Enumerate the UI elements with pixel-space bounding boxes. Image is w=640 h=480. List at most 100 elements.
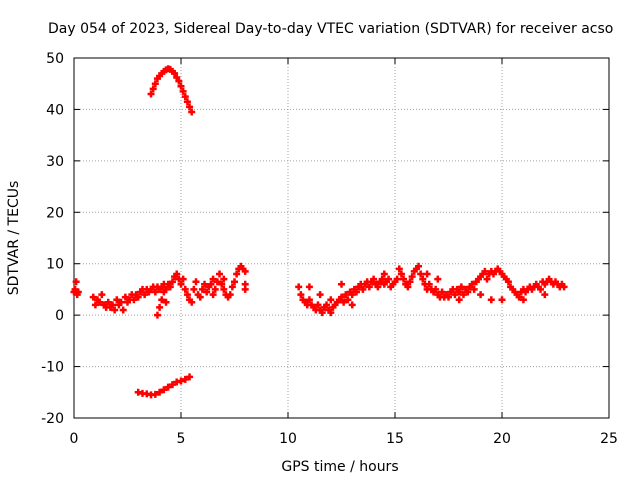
x-axis-label: GPS time / hours: [281, 459, 398, 475]
data-point: [385, 275, 393, 283]
data-point: [305, 296, 313, 304]
data-point: [297, 291, 305, 299]
ticks: 0 5 10 15 20 25 -20 -10 0 10 20 30 40 50: [41, 51, 618, 447]
grid: [74, 58, 609, 418]
data-point: [158, 296, 166, 304]
data-point: [216, 270, 224, 278]
data-point: [162, 298, 170, 306]
data-point: [173, 270, 181, 278]
data-point: [464, 288, 472, 296]
y-tick-label: 40: [46, 102, 64, 118]
data-point: [188, 298, 196, 306]
data-point: [370, 275, 378, 283]
data-point: [192, 278, 200, 286]
data-point: [455, 288, 463, 296]
data-point: [226, 291, 234, 299]
chart-title: Day 054 of 2023, Sidereal Day-to-day VTE…: [48, 21, 613, 37]
data-point: [459, 291, 467, 299]
data-point: [241, 285, 249, 293]
y-tick-label: 50: [46, 51, 64, 67]
data-point: [233, 270, 241, 278]
data-point: [231, 278, 238, 286]
data-point: [380, 270, 388, 278]
series-upper-arc: [147, 65, 196, 116]
data-point: [344, 296, 352, 304]
data-point: [415, 262, 423, 270]
data-point: [338, 280, 345, 288]
data-point: [156, 388, 164, 396]
data-point: [395, 265, 403, 273]
y-tick-label: -20: [41, 411, 64, 427]
data-point: [220, 275, 228, 283]
data-point: [220, 285, 228, 293]
data-point: [519, 296, 527, 304]
data-point: [160, 386, 168, 394]
data-point: [213, 278, 221, 286]
data-point: [400, 275, 408, 283]
data-point: [177, 82, 185, 90]
data-point: [365, 283, 373, 291]
data-point: [175, 77, 183, 85]
data-point: [434, 275, 442, 283]
y-tick-label: 30: [46, 154, 64, 170]
data-point: [419, 275, 427, 283]
data-point: [560, 283, 568, 291]
data-point: [451, 291, 459, 299]
data-point: [487, 296, 495, 304]
data-point: [295, 283, 303, 291]
data-point: [134, 293, 142, 301]
data-point: [119, 306, 127, 314]
data-point: [141, 291, 149, 299]
data-point: [188, 108, 196, 116]
data-point: [111, 306, 119, 314]
data-point: [168, 381, 176, 389]
data-point: [186, 103, 194, 111]
y-axis-label: SDTVAR / TECUs: [6, 181, 22, 296]
data-point: [168, 278, 176, 286]
data-point: [438, 288, 446, 296]
data-point: [156, 303, 164, 311]
data-point: [397, 270, 405, 278]
data-point: [504, 278, 512, 286]
data-point: [179, 87, 187, 95]
data-point: [218, 280, 226, 288]
data-point: [151, 390, 159, 398]
data-point: [228, 283, 236, 291]
data-point: [470, 285, 478, 293]
data-point: [477, 291, 485, 299]
data-point: [445, 293, 452, 301]
data-point: [406, 278, 414, 286]
data-point: [314, 301, 322, 309]
data-point: [201, 280, 209, 288]
data-point: [457, 283, 465, 291]
data-point: [177, 377, 185, 385]
y-tick-label: -10: [41, 360, 64, 376]
data-point: [149, 85, 157, 93]
data-point: [190, 285, 198, 293]
data-point: [166, 283, 174, 291]
data-point: [173, 74, 181, 82]
x-tick-label: 5: [177, 431, 186, 447]
data-point: [153, 311, 161, 319]
data-point: [374, 283, 382, 291]
data-point: [147, 90, 155, 98]
data-point: [117, 298, 125, 306]
y-tick-label: 0: [55, 308, 64, 324]
data-point: [181, 93, 189, 101]
data-point: [121, 293, 129, 301]
data-point: [186, 373, 194, 381]
data-point: [338, 293, 345, 301]
data-point: [181, 285, 189, 293]
data-point: [241, 267, 249, 275]
data-point: [481, 267, 489, 275]
data-point: [393, 275, 401, 283]
x-tick-label: 10: [279, 431, 297, 447]
plot-frame: [73, 57, 610, 419]
data-point: [209, 275, 217, 283]
data-point: [327, 296, 335, 304]
data-point: [183, 291, 191, 299]
data-point: [537, 285, 545, 293]
data-point: [359, 285, 367, 293]
y-tick-label: 10: [46, 257, 64, 273]
